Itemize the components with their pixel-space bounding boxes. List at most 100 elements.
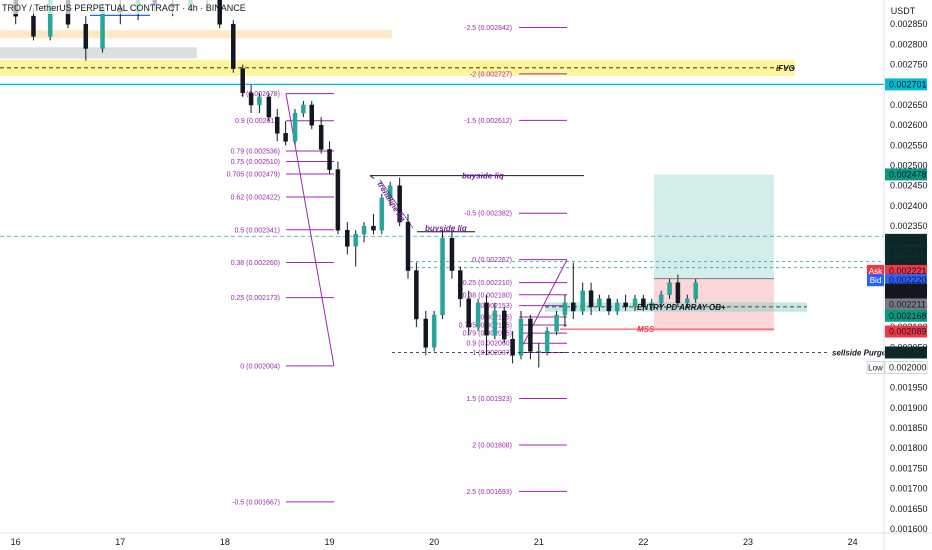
candle-body xyxy=(274,116,280,134)
candle-body xyxy=(614,302,620,312)
price-badge-bg xyxy=(884,360,928,374)
badge-tag-label: Bid xyxy=(870,276,882,285)
candle-body xyxy=(31,15,36,37)
candle-body xyxy=(606,298,612,312)
candle-body xyxy=(685,298,690,304)
price-tick-label: 0.002400 xyxy=(890,201,928,211)
price-badge-value: 0.002478 xyxy=(889,169,927,179)
price-badge-value: 0.002220 xyxy=(889,275,927,285)
price-badge-value: 0.002168 xyxy=(889,311,927,321)
candle-body xyxy=(240,68,245,94)
candle-body xyxy=(675,282,681,304)
price-tick-label: 0.001600 xyxy=(890,524,928,534)
price-badge-bg xyxy=(885,346,927,359)
time-tick-label: 16 xyxy=(11,537,21,547)
candle-body xyxy=(266,96,272,118)
price-tick-label: 0.001850 xyxy=(890,423,928,433)
fib-level-label: 0.62 (0.002422) xyxy=(231,195,280,202)
candle-body xyxy=(518,318,524,356)
candle-body xyxy=(292,112,298,142)
entry-ob-zone xyxy=(545,302,807,312)
fib-level-label: 0.9 (0.002611) xyxy=(235,118,280,125)
price-tick-label: 0.001900 xyxy=(890,403,928,413)
time-axis[interactable]: 16 17 18 19 20 21 22 23 24 xyxy=(11,537,858,547)
price-badge-value: 0.002316 xyxy=(889,235,927,245)
long-stop-box xyxy=(654,278,774,332)
candle-body xyxy=(231,23,236,69)
candle-body xyxy=(345,229,350,247)
candle-body xyxy=(510,338,515,356)
fib-level-label: 0 (0.002267) xyxy=(472,257,512,264)
price-axis[interactable]: 0.0028500.0028000.0027500.0027000.002650… xyxy=(866,19,928,534)
badge-tag-label: Ask xyxy=(869,267,883,276)
badge-tag-label: Low xyxy=(868,363,883,372)
price-badge-value: 0.002089 xyxy=(889,327,927,337)
badge-tag-bg xyxy=(867,274,884,287)
candle-body xyxy=(580,290,585,312)
price-tick-label: 0.002450 xyxy=(890,181,928,191)
price-badge-value: 0.002221 xyxy=(889,266,927,276)
currency-label[interactable]: USDT xyxy=(891,6,916,16)
candle-body xyxy=(484,302,489,336)
price-badge-bg xyxy=(885,274,927,287)
fib-level-label: 0.38 (0.002180) xyxy=(463,292,512,299)
annotation-mss: MSS xyxy=(637,325,655,334)
fib-level-label: 0.9 (0.002060) xyxy=(466,341,512,348)
symbol-title[interactable]: TROY / TetherUS PERPETUAL CONTRACT · 4h … xyxy=(2,3,246,13)
candle-body xyxy=(544,330,550,352)
fib-level-label: 0.5 (0.002341) xyxy=(234,227,280,234)
candle-body xyxy=(458,270,463,300)
candle-body xyxy=(554,314,559,332)
candle-body xyxy=(405,221,411,271)
candle-body xyxy=(353,233,358,247)
price-tick-label: 0.002350 xyxy=(890,221,928,231)
price-tick-label: 0.002500 xyxy=(890,161,928,171)
time-tick-label: 22 xyxy=(638,537,648,547)
candle-body xyxy=(649,302,655,308)
candle-body xyxy=(431,314,437,348)
fib-level-label: -1.5 (0.002612) xyxy=(464,118,512,125)
candle-body xyxy=(475,302,481,328)
candle-body xyxy=(440,237,445,316)
long-target-box xyxy=(654,174,774,279)
price-tick-label: 0.002750 xyxy=(890,60,928,70)
candle-body xyxy=(397,185,402,223)
candle-body xyxy=(623,302,628,308)
supply-zone xyxy=(0,30,392,39)
candle-body xyxy=(283,133,288,142)
time-tick-label: 21 xyxy=(534,537,544,547)
price-tick-label: 0.002800 xyxy=(890,39,928,49)
chart-background-layer xyxy=(0,14,884,332)
trendline xyxy=(379,179,414,229)
fib-level-label: 1 (0.002678) xyxy=(240,91,280,98)
candle-body xyxy=(248,92,254,106)
price-badge-value: 0.002249 xyxy=(889,246,927,256)
candle-body xyxy=(379,197,385,231)
candle-body xyxy=(414,270,419,320)
fibonacci-layer: 1 (0.002678) 0.9 (0.002611) 0.79 (0.002536… xyxy=(227,25,568,506)
candle-body xyxy=(588,290,594,308)
price-badge-bg xyxy=(885,309,927,322)
price-tick-label: 0.001650 xyxy=(890,504,928,514)
annotation-buyside-liq: buyside liq xyxy=(425,224,467,233)
fib-level-label: 0.25 (0.002210) xyxy=(463,280,512,287)
candle-body xyxy=(335,169,341,231)
price-tick-label: 0.002850 xyxy=(890,19,928,29)
price-badge-bg xyxy=(885,264,927,277)
time-tick-label: 17 xyxy=(115,537,125,547)
candle-body xyxy=(309,104,315,126)
candle-body xyxy=(492,310,498,336)
candle-body xyxy=(632,298,638,308)
candle-body xyxy=(257,96,262,106)
candle-body xyxy=(597,298,602,308)
fib-level-label: -2.5 (0.002842) xyxy=(464,25,512,32)
price-tick-label: 0.001750 xyxy=(890,463,928,473)
price-tick-label: 0.001950 xyxy=(890,383,928,393)
candle-body xyxy=(100,7,105,49)
candle-body xyxy=(318,124,324,150)
candle-body xyxy=(641,298,646,308)
price-badge-value: 0.002000 xyxy=(889,362,927,372)
candle-body xyxy=(361,225,367,235)
